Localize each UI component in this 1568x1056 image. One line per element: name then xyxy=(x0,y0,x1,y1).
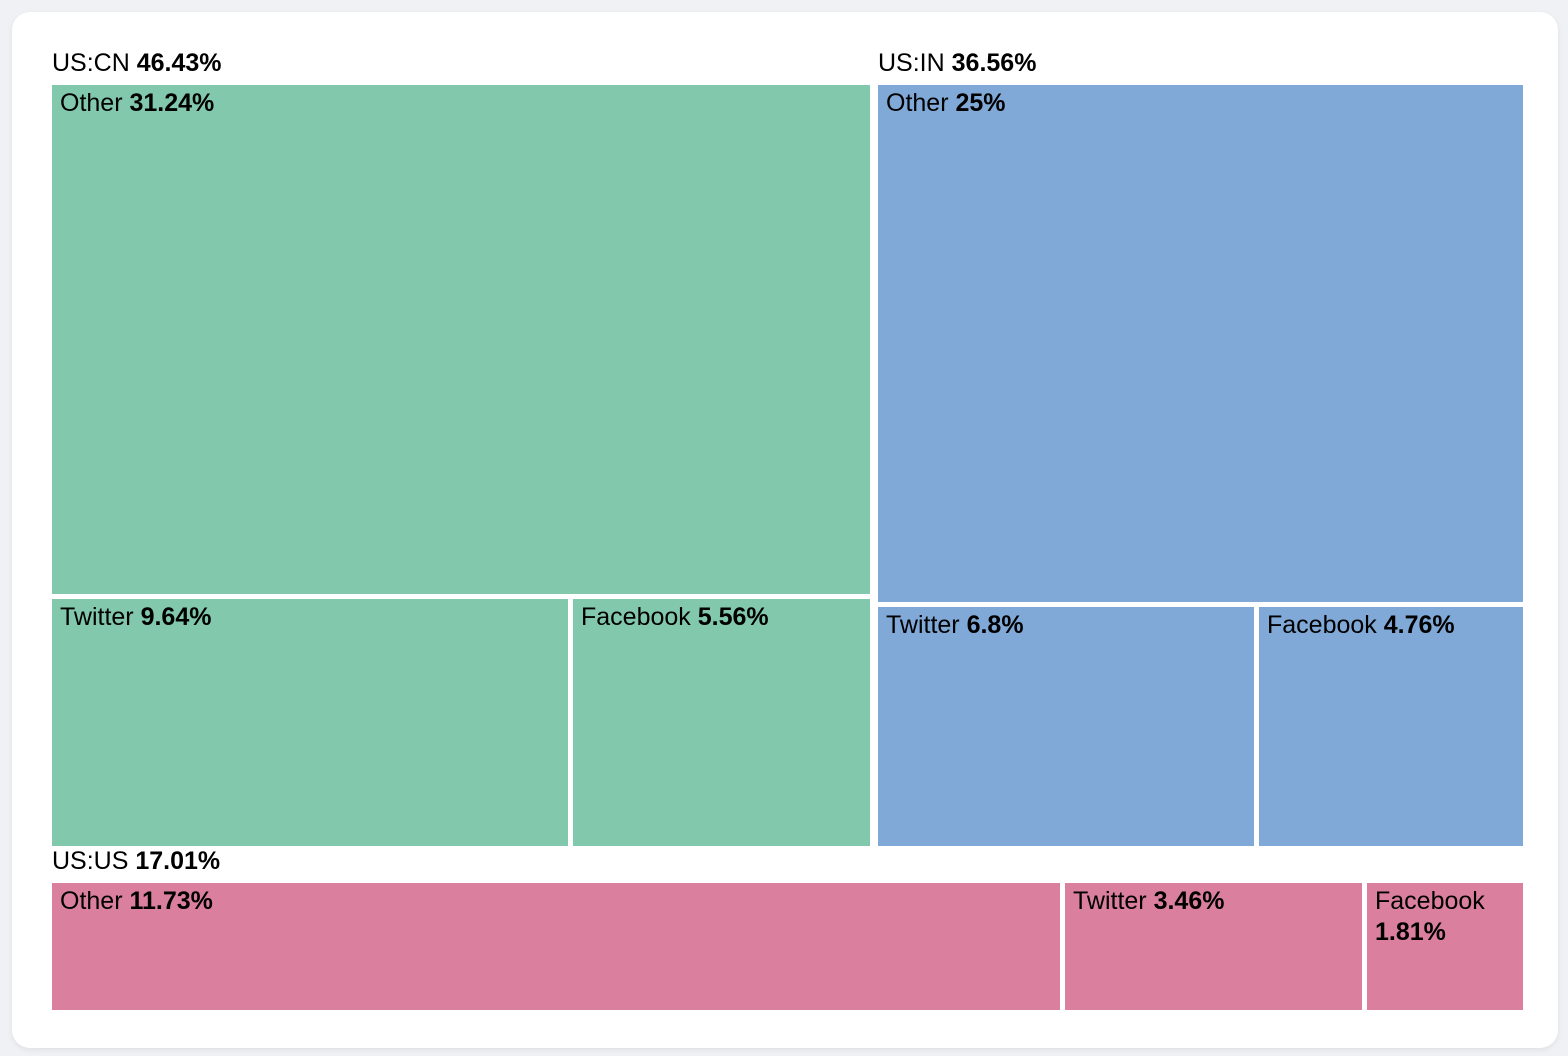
cell-label: Other 25% xyxy=(878,85,1523,122)
cell-value: 11.73% xyxy=(129,887,213,915)
cell-label: Twitter 6.8% xyxy=(878,607,1254,644)
cell-value: 1.81% xyxy=(1375,918,1446,946)
group-name: US:CN xyxy=(52,49,130,77)
treemap-cell-us-us-other[interactable]: Other 11.73% xyxy=(52,883,1060,1010)
treemap-group-header: US:CN 46.43% xyxy=(52,48,222,85)
treemap-cell-us-cn-facebook[interactable]: Facebook 5.56% xyxy=(573,599,870,846)
treemap-group-us-in: US:IN 36.56% Other 25% Twitter 6.8% Faceboo… xyxy=(878,48,1523,846)
cell-value: 9.64% xyxy=(140,603,212,631)
treemap-cell-us-cn-other[interactable]: Other 31.24% xyxy=(52,85,870,594)
cell-value: 5.56% xyxy=(697,603,769,631)
group-value: 17.01% xyxy=(135,847,221,875)
group-value: 46.43% xyxy=(136,49,222,77)
cell-label: Other 11.73% xyxy=(52,883,1060,920)
cell-value: 4.76% xyxy=(1383,611,1455,639)
cell-value: 31.24% xyxy=(129,89,215,117)
cell-label: Facebook 5.56% xyxy=(573,599,870,636)
group-name: US:US xyxy=(52,847,129,875)
cell-name: Twitter xyxy=(1073,887,1147,915)
group-name: US:IN xyxy=(878,49,945,77)
treemap-chart: US:CN 46.43% Other 31.24% Twitter 9.64% Fac… xyxy=(52,48,1523,1010)
cell-label: Twitter 3.46% xyxy=(1065,883,1362,920)
treemap-cell-us-cn-twitter[interactable]: Twitter 9.64% xyxy=(52,599,568,846)
cell-name: Other xyxy=(60,89,123,117)
cell-value: 3.46% xyxy=(1153,887,1225,915)
cell-name: Twitter xyxy=(60,603,134,631)
cell-value: 6.8% xyxy=(966,611,1024,639)
treemap-group-cells: Other 11.73% Twitter 3.46% Facebook 1.81% xyxy=(52,883,1523,1010)
cell-name: Facebook xyxy=(581,603,691,631)
treemap-cell-us-in-other[interactable]: Other 25% xyxy=(878,85,1523,602)
chart-card: US:CN 46.43% Other 31.24% Twitter 9.64% Fac… xyxy=(12,12,1558,1048)
cell-label: Facebook 4.76% xyxy=(1259,607,1523,644)
treemap-group-header: US:US 17.01% xyxy=(52,846,220,883)
treemap-group-us-cn: US:CN 46.43% Other 31.24% Twitter 9.64% Fac… xyxy=(52,48,870,846)
treemap-group-header: US:IN 36.56% xyxy=(878,48,1036,85)
treemap-group-us-us: US:US 17.01% Other 11.73% Twitter 3.46% Fac… xyxy=(52,846,1523,1010)
cell-name: Twitter xyxy=(886,611,960,639)
cell-label: Twitter 9.64% xyxy=(52,599,568,636)
treemap-group-cells: Other 31.24% Twitter 9.64% Facebook 5.56% xyxy=(52,85,870,846)
treemap-cell-us-us-twitter[interactable]: Twitter 3.46% xyxy=(1065,883,1362,1010)
treemap-group-cells: Other 25% Twitter 6.8% Facebook 4.76% xyxy=(878,85,1523,846)
group-value: 36.56% xyxy=(951,49,1037,77)
cell-name: Facebook xyxy=(1267,611,1377,639)
treemap-cell-us-in-facebook[interactable]: Facebook 4.76% xyxy=(1259,607,1523,846)
cell-name: Other xyxy=(886,89,949,117)
cell-value: 25% xyxy=(955,89,1006,117)
cell-label: Other 31.24% xyxy=(52,85,870,122)
cell-name: Other xyxy=(60,887,123,915)
cell-name: Facebook xyxy=(1375,887,1485,915)
treemap-cell-us-us-facebook[interactable]: Facebook 1.81% xyxy=(1367,883,1523,1010)
treemap-cell-us-in-twitter[interactable]: Twitter 6.8% xyxy=(878,607,1254,846)
cell-label: Facebook 1.81% xyxy=(1367,883,1523,951)
